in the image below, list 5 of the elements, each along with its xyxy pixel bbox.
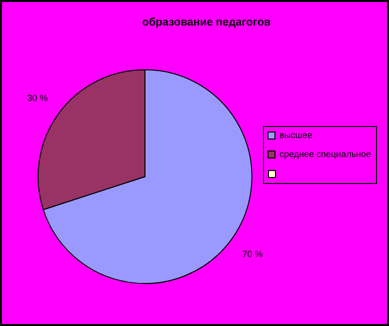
data-label: 70 % — [242, 249, 263, 260]
legend-label: высшее — [279, 130, 312, 140]
legend-label: среднее специальное — [279, 148, 372, 159]
chart-title: образование педагогов — [142, 16, 272, 29]
data-label: 30 % — [27, 92, 48, 103]
